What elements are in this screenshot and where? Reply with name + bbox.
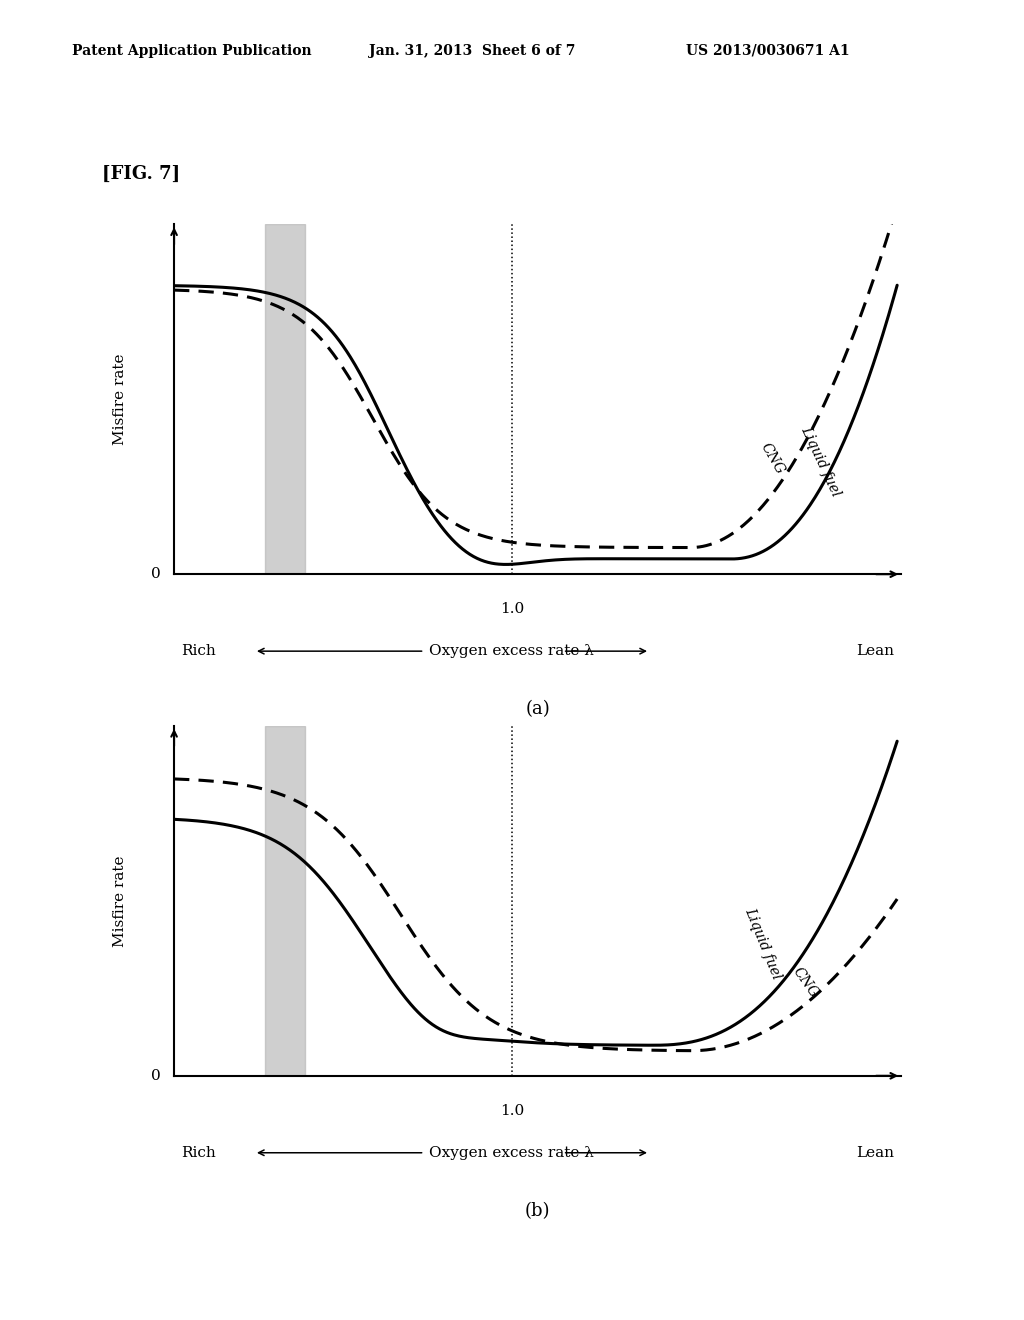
Text: Rich: Rich	[181, 1146, 216, 1160]
Text: US 2013/0030671 A1: US 2013/0030671 A1	[686, 44, 850, 58]
Text: 1.0: 1.0	[500, 602, 524, 616]
Bar	[265, 726, 305, 1076]
Text: Patent Application Publication: Patent Application Publication	[72, 44, 311, 58]
Text: [FIG. 7]: [FIG. 7]	[102, 165, 180, 183]
Text: Jan. 31, 2013  Sheet 6 of 7: Jan. 31, 2013 Sheet 6 of 7	[369, 44, 575, 58]
Text: Lean: Lean	[856, 1146, 894, 1160]
Text: Misfire rate: Misfire rate	[113, 855, 127, 946]
Bar	[265, 224, 305, 574]
Text: CNG: CNG	[790, 965, 821, 1001]
Text: (b): (b)	[525, 1201, 550, 1220]
Text: 0: 0	[152, 568, 161, 581]
Text: (a): (a)	[525, 700, 550, 718]
Text: Misfire rate: Misfire rate	[113, 354, 127, 445]
Text: CNG: CNG	[758, 441, 787, 477]
Text: Oxygen excess rate λ: Oxygen excess rate λ	[429, 644, 594, 659]
Text: Rich: Rich	[181, 644, 216, 659]
Text: Lean: Lean	[856, 644, 894, 659]
Text: 0: 0	[152, 1069, 161, 1082]
Text: Oxygen excess rate λ: Oxygen excess rate λ	[429, 1146, 594, 1160]
Text: Liquid fuel: Liquid fuel	[742, 906, 783, 982]
Text: Liquid fuel: Liquid fuel	[798, 424, 843, 499]
Text: 1.0: 1.0	[500, 1104, 524, 1118]
